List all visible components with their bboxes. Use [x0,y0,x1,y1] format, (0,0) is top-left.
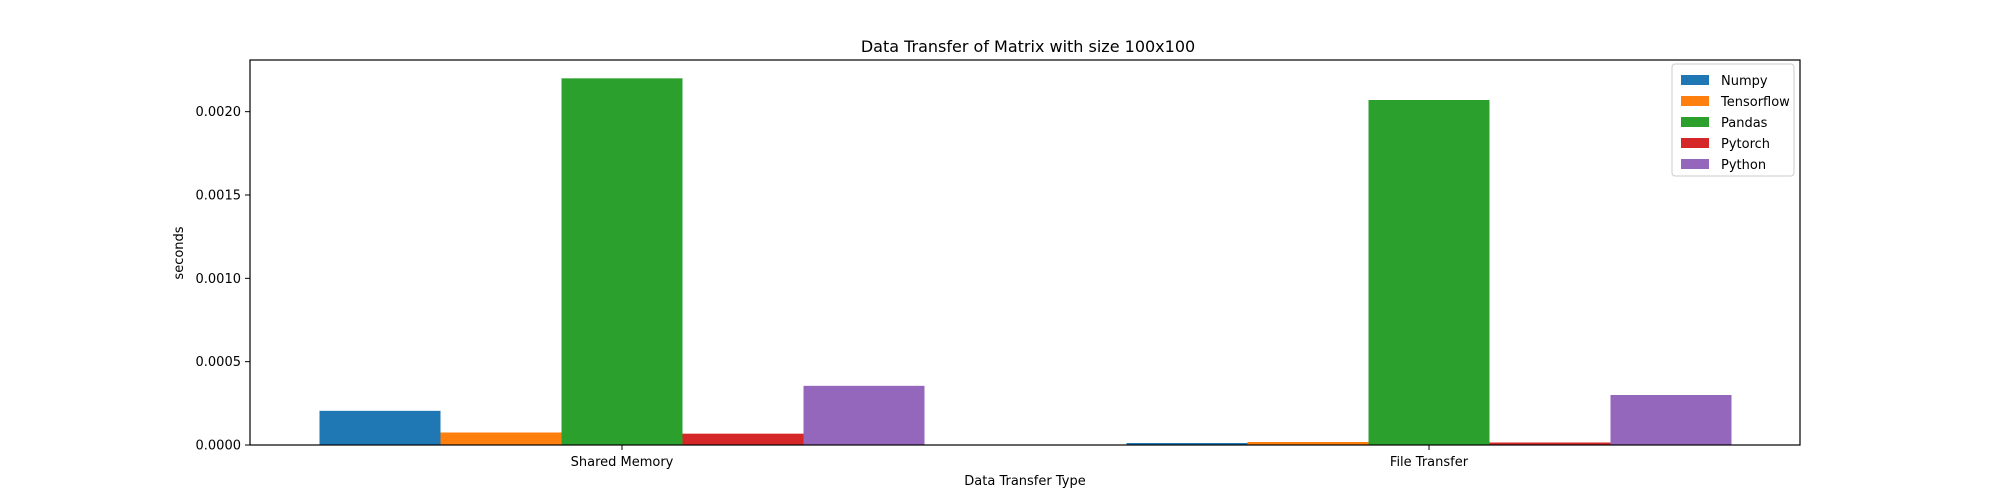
legend-swatch-pandas [1681,117,1709,127]
bar-numpy-0 [319,410,441,445]
x-axis-label: Data Transfer Type [964,474,1085,489]
bar-tensorflow-1 [1247,442,1369,445]
bar-python-0 [803,385,925,445]
legend-label-numpy: Numpy [1721,74,1768,89]
bar-pytorch-1 [1489,442,1611,445]
y-tick-label: 0.0015 [196,189,242,204]
y-tick-label: 0.0005 [196,355,242,370]
legend-swatch-python [1681,159,1709,169]
legend-swatch-tensorflow [1681,96,1709,106]
chart-title: Data Transfer of Matrix with size 100x10… [861,37,1195,56]
bar-python-1 [1610,395,1732,445]
bar-pandas-1 [1368,100,1490,445]
bar-tensorflow-0 [440,432,562,445]
y-tick-label: 0.0020 [196,105,242,120]
bar-pandas-0 [561,78,683,445]
y-tick-label: 0.0010 [196,272,242,287]
legend: Numpy Tensorflow Pandas Pytorch Python [1671,63,1795,177]
x-axis-ticks: Shared Memory File Transfer [571,445,1469,470]
bar-numpy-1 [1126,443,1248,445]
y-tick-label: 0.0000 [196,439,242,454]
legend-label-python: Python [1721,158,1766,173]
bars [319,78,1732,445]
legend-swatch-numpy [1681,75,1709,85]
legend-label-pytorch: Pytorch [1721,137,1770,152]
legend-swatch-pytorch [1681,138,1709,148]
x-tick-label: Shared Memory [571,455,674,470]
x-tick-label: File Transfer [1390,455,1469,470]
bar-pytorch-0 [682,433,804,445]
plot-frame [249,59,1801,446]
legend-label-tensorflow: Tensorflow [1720,95,1790,110]
y-axis-ticks: 0.0000 0.0005 0.0010 0.0015 0.0020 [196,105,250,454]
y-axis-label: seconds [172,226,187,279]
legend-label-pandas: Pandas [1721,116,1768,131]
